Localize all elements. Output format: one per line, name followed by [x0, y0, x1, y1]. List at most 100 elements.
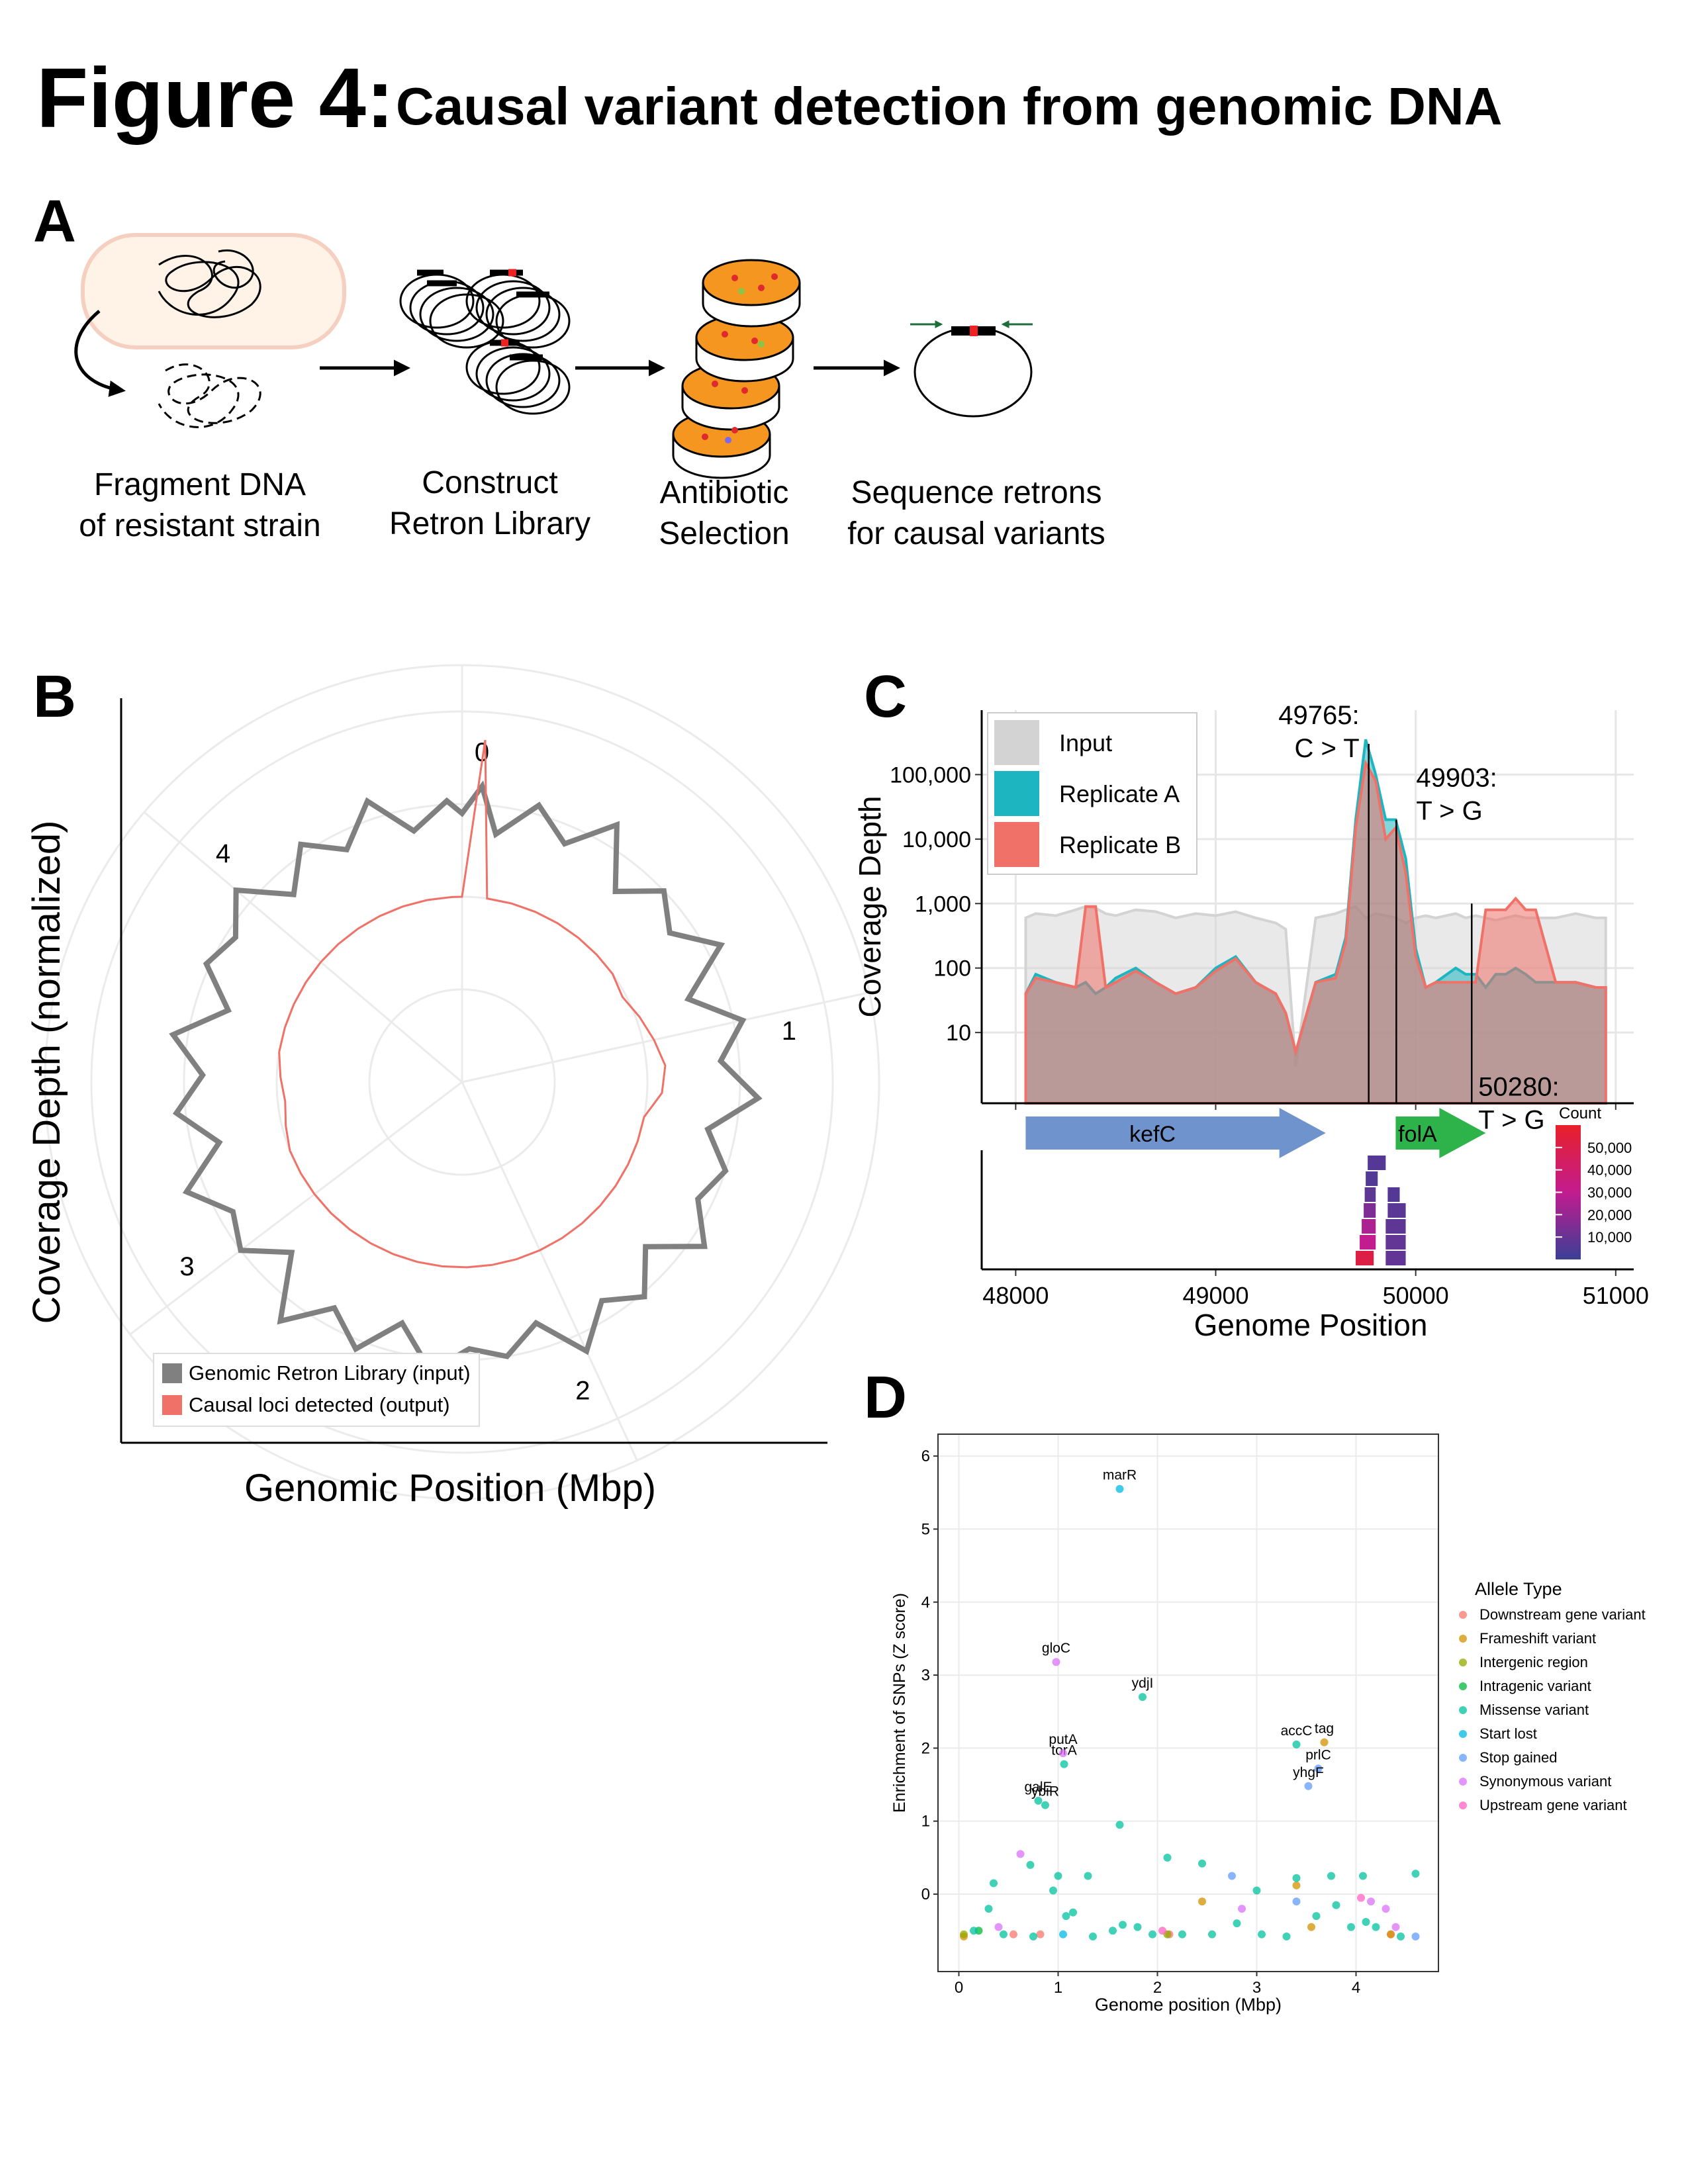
panel-label: B: [33, 664, 76, 730]
y-axis-title: Coverage Depth (normalized): [25, 821, 68, 1324]
y-tick-label: 3: [921, 1666, 930, 1684]
tile: [1385, 1251, 1406, 1265]
x-tick-label: 1: [782, 1017, 796, 1046]
point: [1362, 1917, 1370, 1926]
point: [1314, 1764, 1323, 1773]
series-line: [169, 780, 763, 1375]
step-label: Sequence retrons: [851, 475, 1102, 510]
tile: [1385, 1235, 1406, 1250]
x-tick-label: 3: [1252, 1979, 1261, 1997]
point: [1411, 1870, 1420, 1878]
point: [1228, 1872, 1236, 1880]
point-label: ybiR: [1031, 1784, 1059, 1799]
step-label: for causal variants: [847, 516, 1105, 551]
y-tick-label: 2: [921, 1739, 930, 1757]
colorbar-label: 40,000: [1587, 1162, 1632, 1179]
point: [1252, 1886, 1261, 1895]
tile: [1366, 1171, 1378, 1186]
point: [1359, 1872, 1367, 1880]
legend-swatch: [1459, 1730, 1467, 1738]
series-line: [278, 739, 667, 1269]
point: [1233, 1919, 1241, 1928]
x-tick-label: 4: [1352, 1979, 1360, 1997]
area: [1024, 759, 1607, 1105]
point: [1198, 1897, 1206, 1906]
point: [1163, 1853, 1172, 1862]
point: [1059, 1930, 1067, 1938]
point: [1041, 1801, 1049, 1809]
legend-title: Allele Type: [1475, 1579, 1562, 1599]
point: [1391, 1923, 1400, 1931]
x-tick-label: 49000: [1182, 1282, 1248, 1309]
point: [1198, 1859, 1206, 1868]
legend-label: Genomic Retron Library (input): [189, 1361, 471, 1385]
legend-swatch: [1459, 1778, 1467, 1786]
panel-label: A: [33, 189, 76, 255]
point-label: ydjI: [1132, 1676, 1154, 1691]
legend-label: Stop gained: [1479, 1749, 1557, 1766]
legend-swatch: [1459, 1706, 1467, 1714]
y-tick-label: 4: [921, 1594, 930, 1612]
point-label: galE: [1024, 1780, 1052, 1795]
point: [994, 1923, 1003, 1931]
point-label: accC: [1281, 1723, 1313, 1739]
legend-label: Frameshift variant: [1479, 1630, 1596, 1647]
tile: [1364, 1187, 1376, 1202]
figure-title: Causal variant detection from genomic DN…: [396, 77, 1502, 136]
point: [1158, 1927, 1166, 1935]
point: [1115, 1821, 1124, 1829]
point: [1292, 1740, 1301, 1749]
tile: [1362, 1219, 1376, 1234]
point: [1016, 1850, 1025, 1858]
point: [1026, 1860, 1035, 1869]
y-tick-label: 100,000: [890, 762, 971, 788]
y-tick-label: 100: [933, 956, 971, 981]
legend-swatch: [994, 771, 1039, 816]
point-label: tag: [1315, 1721, 1334, 1737]
legend-swatch: [1459, 1611, 1467, 1619]
x-axis-title: Genome position (Mbp): [1095, 1995, 1282, 2015]
y-tick-label: 1,000: [915, 891, 971, 917]
legend-swatch: [994, 720, 1039, 765]
legend-label: Replicate A: [1059, 780, 1180, 807]
x-axis-title: Genomic Position (Mbp): [244, 1467, 656, 1510]
legend-label: Intragenic variant: [1479, 1678, 1591, 1694]
annotation-label: T > G: [1478, 1105, 1544, 1134]
legend-swatch: [162, 1395, 182, 1415]
legend-label: Causal loci detected (output): [189, 1393, 450, 1416]
legend-swatch: [1459, 1635, 1467, 1643]
legend-swatch: [1459, 1659, 1467, 1666]
y-tick-label: 10,000: [902, 827, 971, 852]
point: [1049, 1886, 1057, 1895]
point: [1054, 1872, 1062, 1880]
figure-label: Figure 4:: [36, 51, 395, 146]
x-axis-title: Genome Position: [1194, 1308, 1428, 1342]
point: [1372, 1923, 1380, 1931]
point: [1387, 1930, 1395, 1938]
y-tick-label: 10: [946, 1021, 971, 1046]
point-label: yhgF: [1293, 1765, 1324, 1780]
y-tick-label: 0: [921, 1886, 930, 1903]
grid-line: [461, 1081, 638, 1461]
step-label: Retron Library: [389, 506, 590, 541]
point: [1062, 1912, 1070, 1921]
tile: [1356, 1251, 1374, 1265]
y-axis-title: Enrichment of SNPs (Z score): [890, 1593, 909, 1813]
point: [1036, 1930, 1045, 1938]
point: [1307, 1923, 1315, 1931]
legend-label: Replicate B: [1059, 831, 1181, 858]
legend-box: [153, 1353, 480, 1427]
point-label: gloC: [1042, 1641, 1070, 1656]
point: [984, 1905, 993, 1913]
legend-swatch: [162, 1363, 182, 1383]
point: [1367, 1897, 1375, 1906]
panel-label: D: [864, 1365, 907, 1431]
legend-label: Missense variant: [1479, 1702, 1589, 1718]
colorbar-label: 30,000: [1587, 1185, 1632, 1201]
plot-border: [937, 1433, 1439, 1972]
point: [970, 1927, 978, 1935]
point: [1034, 1796, 1043, 1805]
point: [1304, 1782, 1313, 1790]
point: [1084, 1872, 1092, 1880]
point: [1139, 1693, 1147, 1702]
